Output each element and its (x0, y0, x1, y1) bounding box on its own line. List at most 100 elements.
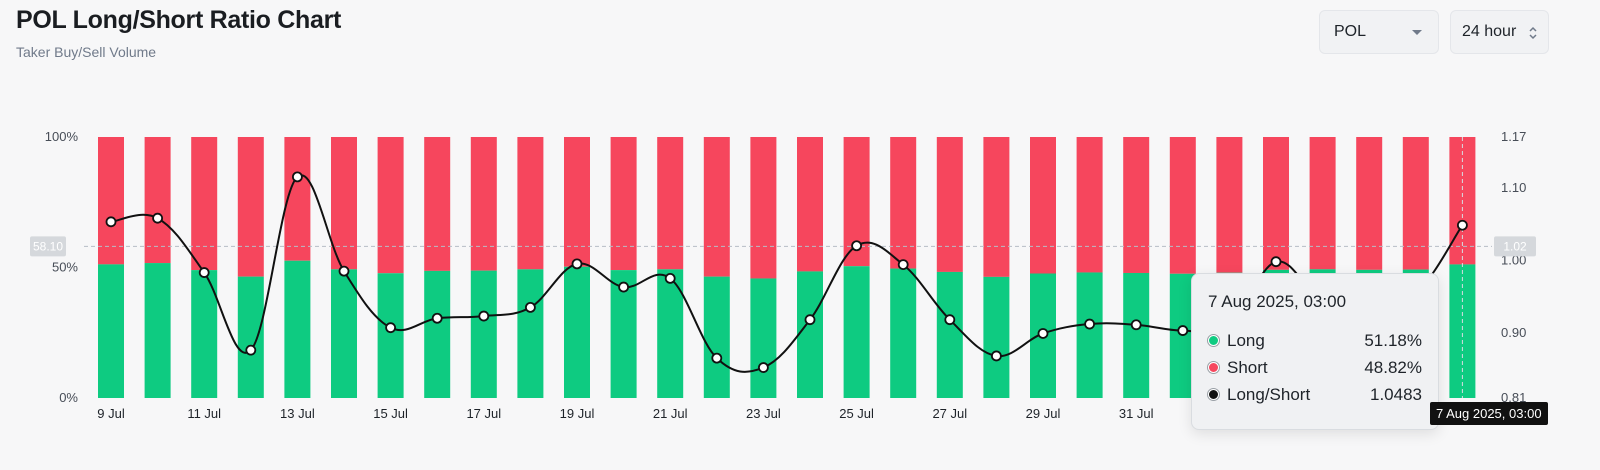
tooltip-label: Long/Short (1227, 384, 1311, 404)
y-left-tick-label: 100% (45, 129, 79, 144)
ratio-dot-icon (1208, 389, 1219, 400)
tooltip-value: 51.18% (1364, 330, 1422, 350)
short-bar (1076, 137, 1103, 273)
ratio-point (851, 240, 862, 252)
ratio-point (525, 301, 536, 313)
short-bar (797, 137, 823, 272)
period-select-value: 24 hour (1462, 23, 1517, 40)
x-tick-label: 19 Jul (560, 406, 595, 421)
long-bar (470, 270, 497, 398)
long-bar (936, 271, 963, 398)
crosshair-right-badge (1494, 236, 1536, 257)
short-bar (144, 137, 171, 264)
ratio-point (105, 216, 117, 228)
chart-tooltip: 7 Aug 2025, 03:00 Long 51.18% Short 48.8… (1191, 273, 1439, 430)
ratio-point (1130, 319, 1142, 331)
long-bar (517, 269, 544, 398)
x-tick-label: 21 Jul (653, 406, 688, 421)
ratio-point (758, 362, 769, 373)
period-select[interactable]: 24 hour (1450, 10, 1549, 54)
x-tick-label: 27 Jul (932, 406, 967, 421)
short-bar (564, 137, 590, 267)
ratio-point (431, 312, 443, 324)
y-left-tick-label: 0% (59, 390, 78, 405)
short-bar (470, 137, 497, 271)
symbol-select-value: POL (1334, 23, 1367, 40)
x-tick-label: 23 Jul (746, 406, 781, 421)
tooltip-value: 48.82% (1364, 357, 1422, 377)
symbol-select[interactable]: POL (1319, 10, 1439, 54)
long-bar (703, 276, 730, 398)
long-bar (750, 278, 777, 398)
short-bar (284, 137, 311, 261)
long-bar (797, 271, 823, 398)
x-tick-label: 31 Jul (1119, 406, 1154, 421)
long-bar (657, 269, 684, 398)
ratio-point (711, 352, 723, 364)
long-bar (424, 270, 451, 398)
ratio-point (897, 259, 909, 271)
ratio-point (944, 314, 956, 326)
ratio-point (198, 267, 210, 278)
ratio-point (1084, 318, 1095, 330)
tooltip-row-ratio: Long/Short 1.0483 (1208, 381, 1422, 408)
tooltip-row-short: Short 48.82% (1208, 354, 1422, 381)
short-bar (1123, 137, 1150, 273)
x-tick-label: 15 Jul (373, 406, 408, 421)
short-bar (1169, 137, 1196, 274)
ratio-point (804, 314, 816, 326)
page-subtitle: Taker Buy/Sell Volume (16, 44, 157, 60)
short-bar (1356, 137, 1383, 270)
long-bar (237, 276, 264, 398)
short-dot-icon (1208, 362, 1219, 373)
long-bar (284, 260, 311, 398)
x-tick-label: 11 Jul (187, 406, 221, 421)
y-right-tick-label: 1.10 (1501, 180, 1526, 195)
long-bar (564, 266, 590, 398)
long-bar (983, 276, 1010, 398)
ratio-point (338, 265, 350, 277)
chevron-down-icon (1412, 30, 1422, 35)
ratio-point (618, 281, 629, 293)
short-bar (703, 137, 730, 277)
ratio-point (1037, 328, 1049, 339)
updown-chevron-icon (1529, 26, 1537, 40)
tooltip-row-long: Long 51.18% (1208, 327, 1422, 354)
long-dot-icon (1208, 335, 1219, 346)
ratio-point (1457, 219, 1468, 231)
hover-x-label: 7 Aug 2025, 03:00 (1430, 402, 1548, 425)
y-right-tick-label: 0.90 (1501, 325, 1526, 340)
x-tick-label: 13 Jul (280, 406, 315, 421)
y-left-tick-label: 50% (52, 260, 78, 275)
x-tick-label: 17 Jul (466, 406, 501, 421)
short-bar (377, 137, 404, 274)
y-right-tick-label: 0.81 (1501, 390, 1526, 405)
y-right-tick-label: 1.17 (1501, 129, 1526, 144)
long-bar (1076, 272, 1103, 398)
tooltip-date: 7 Aug 2025, 03:00 (1208, 292, 1347, 311)
crosshair-left-value: 58.10 (33, 239, 63, 253)
ratio-point (1270, 256, 1282, 268)
short-bar (610, 137, 637, 271)
x-tick-label: 29 Jul (1026, 406, 1061, 421)
short-bar (517, 137, 544, 270)
ratio-point (152, 212, 164, 224)
short-bar (191, 137, 218, 271)
ratio-point (991, 350, 1002, 362)
long-bar (843, 266, 870, 398)
crosshair-right-value: 1.02 (1503, 239, 1527, 253)
short-bar (98, 137, 124, 265)
long-bar (144, 263, 171, 398)
ratio-point (478, 310, 490, 322)
short-bar (1030, 137, 1056, 274)
short-bar (750, 137, 777, 279)
short-bar (1309, 137, 1336, 270)
long-bar (98, 264, 124, 398)
ratio-point (291, 171, 303, 183)
long-bar (1123, 272, 1150, 398)
page-title: POL Long/Short Ratio Chart (16, 6, 342, 34)
ratio-point (385, 322, 397, 334)
short-bar (1263, 137, 1289, 270)
ratio-point (1177, 325, 1189, 336)
